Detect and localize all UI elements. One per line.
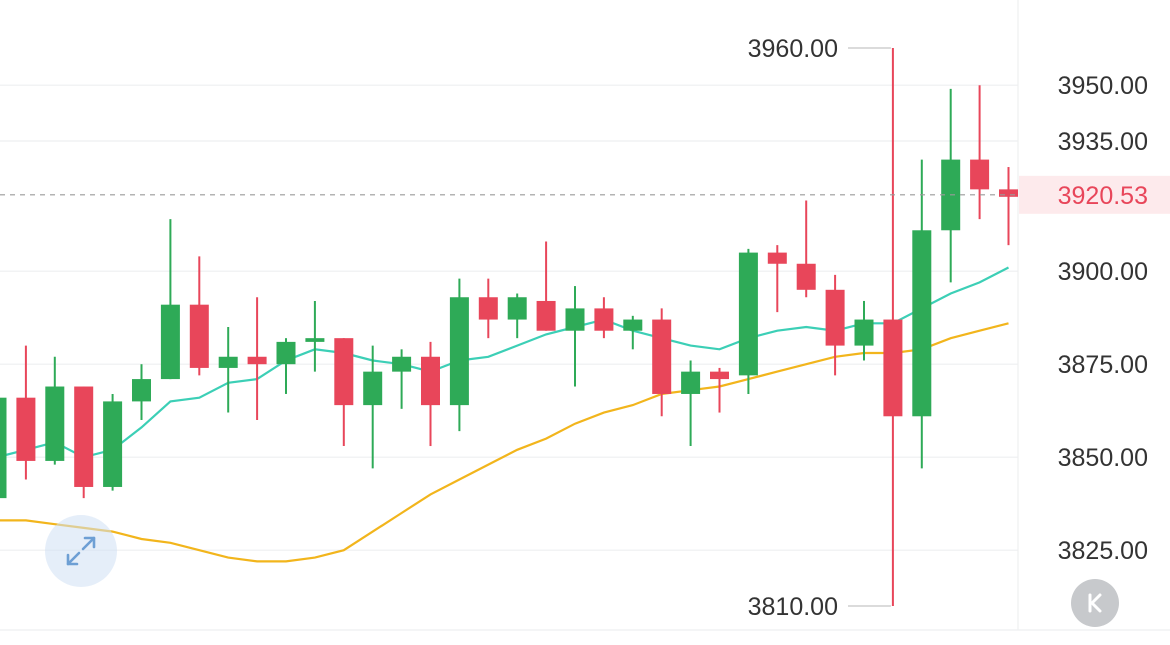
axis-label-layer: 3950.00 3935.00 3900.00 3875.00 3850.00 3825.… [1058,72,1148,565]
candle-up[interactable] [305,300,325,372]
candle-up[interactable] [623,315,643,350]
candle-body [74,386,94,487]
candle-up[interactable] [363,345,383,469]
candle-body [681,371,701,394]
candle-up[interactable] [565,286,585,387]
candle-body [796,263,816,290]
y-tick-label: 3850.00 [1058,444,1148,472]
y-tick-label: 3950.00 [1058,72,1148,100]
candle-up[interactable] [0,394,7,499]
candle-body [565,308,585,331]
candle-body [334,338,354,406]
candle-down[interactable] [825,274,845,376]
candle-body [536,300,556,331]
candle-up[interactable] [507,293,527,339]
candle-up[interactable] [276,338,296,394]
candle-body [970,159,990,190]
current-price-tag-bg [1019,175,1170,214]
candle-down[interactable] [970,85,990,220]
candle-body [0,397,7,499]
ma-short-line [0,266,1010,459]
candle-down[interactable] [710,367,729,413]
y-tick-label: 3875.00 [1058,351,1148,379]
candle-body [276,341,296,365]
candle-body [218,356,238,368]
candle-body [16,397,36,461]
candle-up[interactable] [392,349,412,409]
candle-up[interactable] [45,356,65,465]
candle-up[interactable] [941,88,961,283]
candle-body [594,308,614,331]
candle-body [132,379,151,402]
candle-body [767,252,787,264]
candle-down[interactable] [594,297,614,339]
candle-up[interactable] [103,393,123,491]
candle-down[interactable] [247,297,267,420]
candle-body [854,319,874,346]
low-marker-label: 3810.00 [748,593,838,621]
candle-body [652,319,672,394]
candle-body [421,356,440,406]
k-letter-icon [1088,593,1102,613]
candle-down[interactable] [652,308,672,417]
low-marker: 3810.00 [748,593,891,621]
candle-up[interactable] [738,248,758,394]
candle-body [160,304,180,380]
candle-body [710,371,729,380]
candle-body [305,338,325,342]
candle-body [103,401,123,487]
candle-body [883,319,903,417]
candle-down[interactable] [16,345,36,480]
candle-up[interactable] [912,159,932,469]
candle-down[interactable] [796,200,816,298]
candle-up[interactable] [160,219,180,380]
candle-down[interactable] [189,256,209,376]
ma-long-line [0,322,1009,563]
candle-down[interactable] [334,338,354,447]
candle-body [189,304,209,368]
candle-body [392,356,412,372]
y-tick-label: 3900.00 [1058,258,1148,286]
candle-body [45,386,65,461]
candle-down[interactable] [999,167,1018,246]
candle-down[interactable] [421,341,440,447]
current-price-tag: 3920.53 [1019,175,1170,214]
candle-up[interactable] [681,360,701,447]
candle-layer [0,48,1018,606]
expand-arrows-icon [66,536,96,566]
candle-up[interactable] [854,300,874,361]
current-price-label: 3920.53 [1058,182,1148,210]
candle-up[interactable] [449,278,469,432]
candle-body [825,289,845,346]
candle-body [738,252,758,376]
candle-body [912,230,932,417]
candle-up[interactable] [218,327,238,413]
candle-down[interactable] [767,245,787,313]
y-tick-label: 3825.00 [1058,537,1148,565]
candle-down[interactable] [883,48,903,606]
candle-body [449,297,469,406]
candle-down[interactable] [536,241,556,331]
candle-down[interactable] [478,278,498,339]
candle-body [507,297,527,320]
candle-body [247,356,267,365]
high-marker-label: 3960.00 [748,35,838,63]
k-line-toggle-button[interactable] [1071,579,1119,627]
candle-body [623,319,643,331]
candle-body [999,189,1018,197]
candle-down[interactable] [74,386,94,499]
candle-up[interactable] [132,364,151,420]
moving-average-layer [0,266,1010,563]
high-marker: 3960.00 [748,35,891,63]
expand-chart-button[interactable] [45,515,117,587]
candle-body [478,297,498,320]
y-tick-label: 3935.00 [1058,128,1148,156]
candle-body [363,371,383,406]
